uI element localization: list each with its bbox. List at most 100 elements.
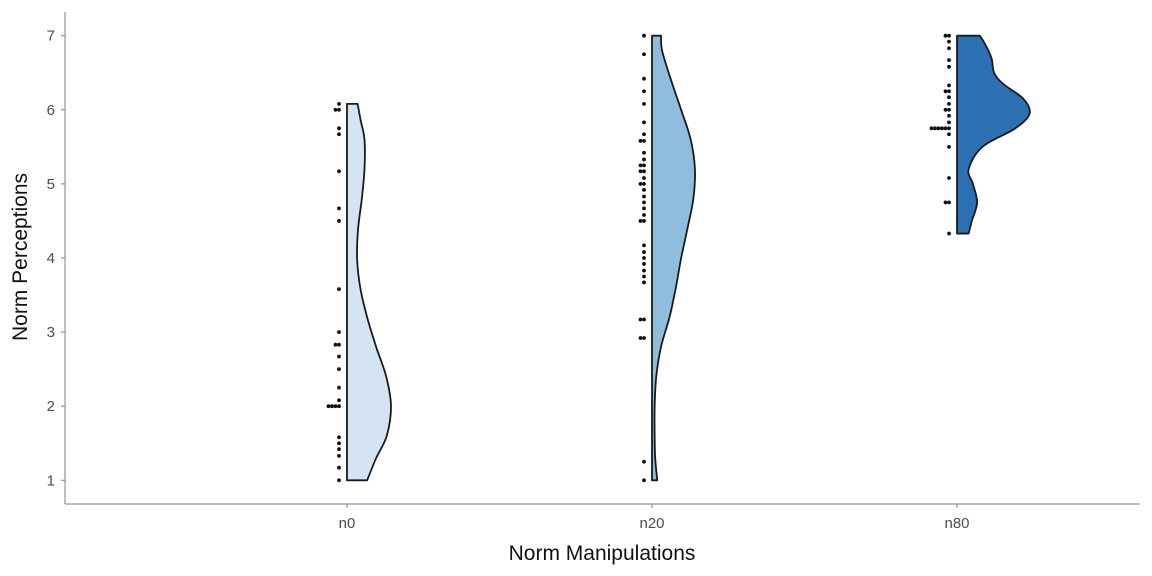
- data-point: [638, 169, 643, 174]
- data-point: [940, 126, 944, 131]
- data-point: [337, 404, 341, 409]
- data-point: [337, 441, 341, 446]
- data-point: [337, 287, 341, 292]
- y-tick-label: 4: [47, 250, 55, 267]
- data-point: [333, 404, 338, 409]
- data-point: [642, 243, 646, 248]
- data-point: [642, 101, 646, 106]
- data-point: [638, 139, 643, 143]
- data-point: [337, 342, 341, 347]
- data-point: [943, 89, 948, 94]
- data-point: [642, 187, 646, 192]
- data-point: [642, 219, 646, 223]
- data-point: [337, 330, 341, 334]
- y-tick-label: 6: [47, 102, 55, 119]
- data-point: [642, 89, 646, 94]
- data-point: [642, 274, 646, 279]
- data-point: [337, 478, 341, 483]
- data-point: [947, 200, 951, 205]
- data-point: [642, 478, 646, 483]
- data-point: [642, 268, 646, 273]
- data-point: [947, 126, 951, 131]
- y-tick-label: 1: [47, 472, 55, 489]
- data-point: [642, 459, 646, 464]
- data-point: [642, 194, 646, 199]
- data-point: [638, 182, 643, 186]
- data-point: [943, 33, 948, 38]
- data-point: [642, 200, 646, 205]
- y-tick-label: 3: [47, 324, 55, 341]
- data-point: [337, 107, 341, 112]
- data-point: [642, 33, 646, 38]
- data-point: [642, 250, 646, 254]
- data-point: [943, 200, 948, 205]
- data-point: [337, 126, 341, 131]
- data-point: [947, 120, 951, 125]
- density-cloud-n80: [956, 34, 1031, 235]
- data-points: [326, 33, 951, 483]
- data-point: [929, 126, 934, 131]
- data-point: [947, 39, 951, 44]
- data-point: [638, 336, 643, 340]
- y-tick-label: 2: [47, 398, 55, 415]
- data-point: [642, 163, 646, 168]
- data-point: [642, 317, 646, 322]
- data-point: [638, 219, 643, 223]
- data-point: [337, 385, 341, 390]
- data-point: [947, 58, 951, 63]
- data-point: [642, 150, 646, 155]
- density-cloud-n20: [651, 34, 696, 482]
- data-point: [947, 113, 951, 118]
- data-point: [642, 182, 646, 186]
- data-point: [947, 231, 951, 236]
- data-point: [947, 95, 951, 100]
- data-point: [947, 46, 951, 51]
- data-point: [947, 64, 951, 69]
- data-point: [642, 132, 646, 137]
- data-point: [933, 126, 937, 131]
- x-ticks: n0 n20 n80: [339, 504, 970, 532]
- data-point: [642, 157, 646, 162]
- x-tick-label: n20: [639, 515, 664, 532]
- data-point: [642, 120, 646, 125]
- data-point: [642, 52, 646, 57]
- data-point: [642, 206, 646, 211]
- data-point: [638, 317, 643, 322]
- data-point: [947, 144, 951, 149]
- data-point: [337, 354, 341, 359]
- data-point: [947, 83, 951, 88]
- y-tick-label: 7: [47, 28, 55, 45]
- data-point: [947, 107, 951, 112]
- data-point: [943, 107, 948, 112]
- data-point: [642, 76, 646, 81]
- data-point: [337, 447, 341, 452]
- data-point: [642, 213, 646, 217]
- data-point: [642, 169, 646, 174]
- density-cloud-n0: [346, 102, 392, 482]
- data-point: [642, 256, 646, 260]
- data-point: [642, 280, 646, 285]
- data-point: [337, 398, 341, 403]
- data-point: [337, 219, 341, 223]
- data-point: [638, 163, 643, 168]
- data-point: [337, 206, 341, 211]
- data-point: [936, 126, 941, 131]
- data-point: [943, 126, 948, 131]
- y-axis-title: Norm Perceptions: [9, 173, 32, 341]
- data-point: [337, 453, 341, 458]
- y-ticks: 1 2 3 4 5 6 7: [47, 28, 65, 489]
- x-tick-label: n0: [339, 515, 356, 532]
- data-point: [337, 435, 341, 440]
- data-point: [337, 465, 341, 470]
- data-point: [337, 367, 341, 372]
- data-point: [330, 404, 334, 409]
- density-clouds: [346, 34, 1031, 482]
- data-point: [947, 176, 951, 180]
- y-tick-label: 5: [47, 176, 55, 193]
- data-point: [337, 169, 341, 174]
- data-point: [333, 107, 338, 112]
- data-point: [642, 336, 646, 340]
- data-point: [642, 139, 646, 143]
- data-point: [337, 101, 341, 106]
